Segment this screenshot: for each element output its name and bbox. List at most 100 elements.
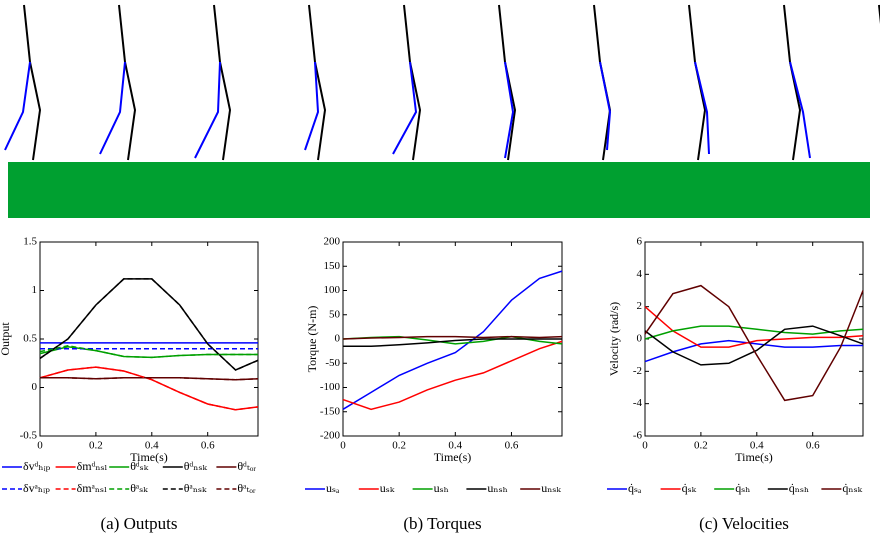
y-tick-label: 200 <box>324 236 341 248</box>
x-axis-label: Time(s) <box>434 450 472 464</box>
legend-label: θᵃₛₖ <box>130 481 148 495</box>
x-tick-label: 0 <box>642 440 648 452</box>
torso <box>23 4 31 63</box>
legend-label: θᵃₙₛₖ <box>184 481 207 495</box>
legend-label: θᵃₜₒᵣ <box>237 481 255 495</box>
torso <box>498 4 506 63</box>
y-tick-label: 2 <box>637 300 643 312</box>
y-tick-label: 6 <box>637 236 643 248</box>
swing-leg <box>304 61 320 151</box>
swing-leg <box>504 61 515 159</box>
torso <box>213 4 221 63</box>
x-tick-label: 0.6 <box>505 440 519 452</box>
x-tick-label: 0.6 <box>806 440 820 452</box>
y-tick-label: 0 <box>637 333 643 345</box>
plot-area <box>39 241 259 437</box>
y-tick-label: 1 <box>32 284 38 296</box>
y-tick-label: -100 <box>320 381 341 393</box>
walker-illustration <box>4 4 880 161</box>
series-line <box>644 306 864 348</box>
legend-label: q̇ₙₛₖ <box>842 481 862 495</box>
legend-label: δvᵈₕᵢₚ <box>23 459 51 473</box>
legend-label: q̇ₙₛₕ <box>789 481 809 495</box>
torso <box>118 4 126 63</box>
plot-area <box>644 241 864 437</box>
stance-leg <box>124 61 137 161</box>
y-tick-label: -0.5 <box>20 430 38 442</box>
y-tick-label: 0 <box>335 333 341 345</box>
y-tick-label: -200 <box>320 430 341 442</box>
torso <box>403 4 411 63</box>
y-tick-label: -150 <box>320 405 341 417</box>
y-tick-label: -4 <box>633 397 643 409</box>
x-tick-label: 0.6 <box>201 440 215 452</box>
stance-leg <box>219 61 232 161</box>
y-tick-label: 0 <box>32 381 38 393</box>
series-line <box>342 270 563 410</box>
y-axis-label: Torque (N-m) <box>305 306 319 373</box>
x-tick-label: 0.2 <box>89 440 103 452</box>
series-line <box>644 284 864 402</box>
y-tick-label: 4 <box>637 268 643 280</box>
series-line <box>40 377 259 381</box>
legend-label: uₛₕ <box>434 481 449 495</box>
x-tick-label: 0 <box>37 440 43 452</box>
legend-label: q̇ₛₕ <box>735 481 750 495</box>
y-tick-label: 50 <box>329 308 341 320</box>
caption: (c) Velocities <box>699 514 789 533</box>
series-line <box>644 339 863 363</box>
legend-label: θᵈₙₛₖ <box>184 459 208 473</box>
caption: (b) Torques <box>403 514 481 533</box>
y-tick-label: 1.5 <box>23 236 37 248</box>
x-axis-label: Time(s) <box>735 450 773 464</box>
y-tick-label: -2 <box>633 365 642 377</box>
x-tick-label: 0.4 <box>145 440 159 452</box>
legend-label: uₛₖ <box>380 481 395 495</box>
swing-leg <box>599 61 612 151</box>
y-tick-label: 150 <box>324 260 341 272</box>
legend-label: uₛₐ <box>326 481 340 495</box>
swing-leg <box>194 61 221 159</box>
stance-leg <box>694 61 707 161</box>
legend-label: δvᵃₕᵢₚ <box>23 481 50 495</box>
torso <box>308 4 316 63</box>
series-line <box>39 345 258 359</box>
torso <box>593 4 601 63</box>
torso <box>688 4 696 63</box>
stance-leg <box>789 61 802 161</box>
legend-label: uₙₛₕ <box>487 481 507 495</box>
y-tick-label: 100 <box>324 284 341 296</box>
y-tick-label: -50 <box>325 357 340 369</box>
legend-label: q̇ₛₐ <box>628 481 642 495</box>
stance-leg <box>599 61 612 161</box>
x-tick-label: 0.2 <box>392 440 406 452</box>
x-tick-label: 0 <box>340 440 346 452</box>
swing-leg <box>789 61 811 159</box>
y-axis-label: Velocity (rad/s) <box>607 302 621 376</box>
x-axis-label: Time(s) <box>130 450 168 464</box>
x-tick-label: 0.2 <box>694 440 708 452</box>
legend-label: q̇ₛₖ <box>682 481 697 495</box>
series-line <box>39 366 259 411</box>
stance-leg <box>314 61 327 161</box>
legend-label: δmᵃₙₛₗ <box>77 481 108 495</box>
series-line <box>343 338 562 348</box>
swing-leg <box>99 61 126 155</box>
swing-leg <box>694 61 710 155</box>
y-tick-label: -6 <box>633 430 643 442</box>
x-tick-label: 0.4 <box>750 440 764 452</box>
series-line <box>342 340 563 411</box>
y-axis-label: Output <box>0 322 12 356</box>
series-line <box>644 325 864 366</box>
series-line <box>342 335 563 340</box>
legend-label: uₙₛₖ <box>541 481 561 495</box>
caption: (a) Outputs <box>101 514 178 533</box>
y-tick-label: 0.5 <box>23 333 37 345</box>
stance-leg <box>29 61 42 161</box>
torso <box>783 4 791 63</box>
stance-leg <box>409 61 422 161</box>
swing-leg <box>392 61 418 155</box>
swing-leg <box>4 61 31 151</box>
legend-label: δmᵈₙₛₗ <box>77 459 108 473</box>
ground <box>8 162 870 218</box>
